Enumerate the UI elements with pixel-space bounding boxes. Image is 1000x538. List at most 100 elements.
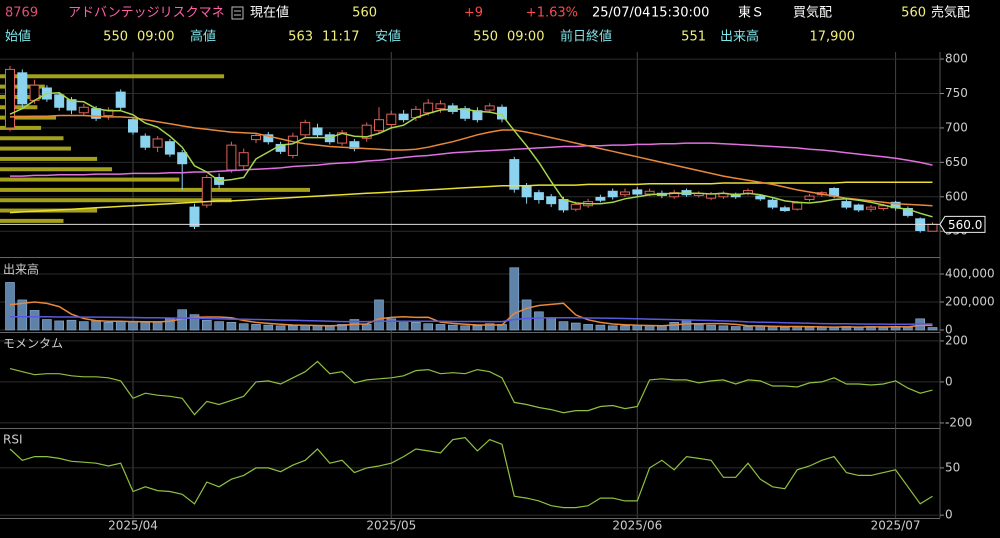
candle-body	[607, 190, 618, 198]
volume-bar	[226, 322, 237, 331]
volume-bar	[669, 322, 680, 331]
volume-bar	[128, 321, 138, 331]
open-label: 始値	[5, 29, 31, 45]
candle-body	[595, 196, 606, 201]
candle-body	[66, 99, 77, 111]
volume-bar	[804, 326, 815, 331]
candle-body	[398, 113, 409, 121]
volume-profile-bar	[0, 125, 42, 130]
volume-bar	[275, 325, 286, 331]
y-tick-label: 650	[945, 155, 968, 169]
y-tick-label: 200,000	[945, 295, 995, 309]
volume-bar	[140, 322, 151, 331]
volume-bar	[251, 324, 261, 331]
volume-bar	[238, 323, 249, 331]
volume-bar	[521, 299, 532, 331]
candle-body	[570, 203, 581, 210]
volume-bar	[312, 325, 323, 331]
candle-body	[620, 191, 630, 196]
change-pct: +1.63%	[526, 6, 578, 21]
candle-body	[177, 152, 188, 165]
volume-bar	[165, 318, 175, 331]
low-label: 安値	[375, 29, 401, 45]
candle-body	[423, 102, 434, 114]
volume-profile-bar	[0, 177, 180, 182]
volume-bar	[693, 324, 704, 331]
name: アドバンテッジリスクマネ	[68, 6, 225, 21]
high: 563	[288, 30, 313, 45]
candle-body	[17, 72, 28, 105]
volume-bar	[103, 322, 114, 331]
volume-bar	[620, 325, 630, 331]
panel-label: 出来高	[3, 262, 39, 277]
ask-label: 売気配	[931, 5, 970, 21]
price-label: 現在値	[250, 5, 289, 21]
candle-body	[866, 206, 876, 210]
volume-bar	[214, 321, 224, 331]
volume-bar	[386, 318, 397, 331]
header: 8769 アドバンテッジリスクマネ 現在値 560 +9 +1.63% 25/0…	[5, 5, 970, 45]
x-tick-label: 2025/07	[871, 519, 921, 533]
ma-line	[10, 142, 933, 177]
volume-bar	[546, 317, 557, 331]
high-label: 高値	[190, 29, 216, 45]
candle-body	[300, 121, 311, 136]
ma-line	[10, 114, 933, 207]
candle-body	[927, 223, 938, 232]
date: 25/07/04	[592, 6, 650, 21]
volume-profile-bar	[0, 187, 310, 192]
volume-bar	[66, 319, 77, 331]
code: 8769	[5, 6, 38, 21]
volume-profile-bar	[0, 156, 98, 161]
candle-body	[779, 207, 790, 212]
bid-label: 買気配	[793, 5, 832, 21]
candle-body	[497, 106, 507, 120]
volume-bar	[558, 321, 569, 331]
volume-bar	[780, 326, 790, 331]
y-tick-label: 0	[945, 374, 953, 388]
y-tick-label: 0	[945, 508, 953, 522]
y-tick-label: 600	[945, 189, 968, 203]
low: 550	[473, 30, 498, 45]
volume-profile-bar	[0, 218, 64, 223]
prev-close-label: 前日終値	[560, 29, 612, 45]
candle-body	[804, 195, 815, 201]
y-tick-label: 700	[945, 120, 968, 134]
y-tick-label: 400,000	[945, 267, 995, 281]
volume-bar	[337, 324, 347, 331]
volume-bar	[583, 324, 593, 331]
candle-body	[853, 204, 864, 211]
volume-bar	[42, 319, 52, 331]
volume-bar	[5, 282, 15, 331]
x-tick-label: 2025/04	[108, 519, 158, 533]
ma-line	[10, 315, 933, 326]
volume-bar	[681, 319, 692, 331]
time: 15:30:00	[651, 6, 709, 21]
x-tick-label: 2025/05	[366, 519, 416, 533]
low-time: 09:00	[507, 30, 544, 45]
volume-bar	[718, 325, 729, 331]
volume-bar	[460, 325, 470, 331]
candle-body	[263, 134, 274, 143]
volume-bar	[79, 321, 89, 331]
price: 560	[352, 6, 377, 21]
icon[interactable]	[231, 6, 244, 20]
candle-body	[841, 201, 852, 208]
indicator-line	[9, 360, 933, 416]
last-price-box	[939, 215, 986, 233]
volume-bar	[509, 267, 520, 331]
candle-body	[78, 106, 89, 114]
volume-bar	[927, 327, 938, 331]
volume-bar	[534, 311, 544, 331]
candle-body	[128, 119, 138, 133]
volume-profile-bar	[0, 136, 64, 141]
volume-bar	[152, 321, 163, 331]
candle-body	[226, 144, 237, 171]
panel-label: RSI	[3, 433, 23, 447]
market: 東Ｓ	[738, 5, 764, 21]
candle-body	[509, 159, 520, 190]
candle-body	[54, 94, 65, 108]
